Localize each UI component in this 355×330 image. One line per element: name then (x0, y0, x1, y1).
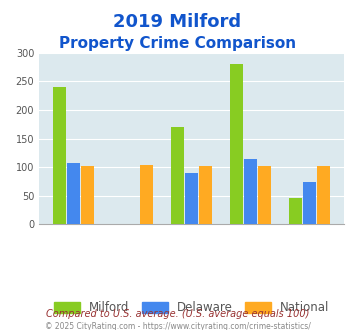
Bar (81, 166, 94, 224)
Bar (200, 166, 212, 224)
Text: © 2025 CityRating.com - https://www.cityrating.com/crime-statistics/: © 2025 CityRating.com - https://www.city… (45, 322, 310, 330)
Bar (244, 159, 257, 224)
Bar (230, 64, 243, 224)
Bar (53, 87, 66, 224)
Bar (67, 163, 80, 224)
Text: Property Crime Comparison: Property Crime Comparison (59, 36, 296, 51)
Text: 2019 Milford: 2019 Milford (114, 13, 241, 31)
Bar (303, 182, 316, 224)
Bar (185, 173, 198, 224)
Text: Compared to U.S. average. (U.S. average equals 100): Compared to U.S. average. (U.S. average … (46, 309, 309, 318)
Legend: Milford, Delaware, National: Milford, Delaware, National (48, 295, 335, 320)
Bar (289, 198, 302, 224)
Bar (140, 165, 153, 224)
Bar (317, 166, 331, 224)
Bar (258, 166, 272, 224)
Bar (171, 127, 184, 224)
